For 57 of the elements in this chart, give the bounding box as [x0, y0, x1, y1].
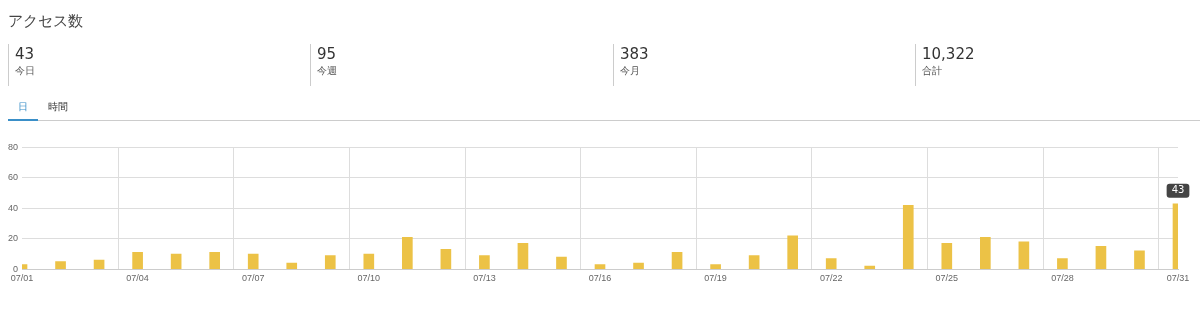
data-label: 43 [1171, 184, 1185, 196]
bar [902, 204, 914, 270]
y-tick-label: 0 [13, 263, 19, 274]
x-tick-label: 07/13 [473, 273, 496, 284]
bar [825, 258, 837, 270]
bar [633, 262, 644, 270]
text: 今月 [620, 64, 641, 78]
bar [556, 256, 567, 270]
text: 日 [8, 98, 38, 121]
y-tick-label: 80 [8, 141, 19, 152]
bar [209, 252, 221, 270]
bar [247, 253, 259, 270]
bar [864, 265, 876, 270]
y-tick-label: 40 [8, 202, 19, 213]
text: 今日 [15, 64, 36, 78]
bar [1134, 250, 1145, 270]
bar [671, 252, 683, 270]
text: 今週 [317, 64, 338, 78]
chart-title: アクセス数 [8, 12, 83, 31]
y-tick-label: 60 [8, 172, 19, 183]
bar [1057, 258, 1068, 270]
x-tick-label: 07/28 [1051, 273, 1074, 284]
x-tick-label: 07/25 [935, 273, 959, 284]
bar [1018, 241, 1030, 270]
text: 383 [620, 44, 650, 64]
bar [980, 236, 991, 270]
bar [93, 259, 105, 270]
bar [594, 264, 606, 270]
x-tick-label: 07/19 [704, 273, 727, 284]
text: 合計 [922, 64, 943, 78]
bar [787, 235, 798, 270]
bar [941, 242, 953, 270]
bar [132, 252, 143, 270]
bar [324, 255, 336, 270]
x-tick-label: 07/01 [10, 273, 34, 284]
bar [1095, 246, 1107, 270]
bar [710, 264, 721, 270]
bar [286, 262, 298, 270]
bar [517, 242, 529, 270]
bar [748, 255, 760, 270]
text: 時間 [47, 100, 69, 114]
x-tick-label: 07/16 [588, 273, 612, 284]
x-tick-label: 07/22 [819, 273, 843, 284]
text: 43 [15, 44, 36, 64]
x-tick-label: 07/31 [1166, 273, 1190, 284]
x-tick-label: 07/07 [241, 273, 265, 284]
text: 95 [317, 44, 338, 64]
bar [402, 236, 413, 270]
x-tick-label: 07/04 [126, 273, 149, 284]
bar [440, 249, 452, 270]
bar [170, 253, 182, 270]
y-tick-label: 20 [8, 233, 19, 244]
text: 10,322 [922, 44, 976, 64]
bar [55, 261, 66, 270]
bar [363, 253, 375, 270]
bar [479, 255, 490, 270]
x-tick-label: 07/10 [357, 273, 381, 284]
